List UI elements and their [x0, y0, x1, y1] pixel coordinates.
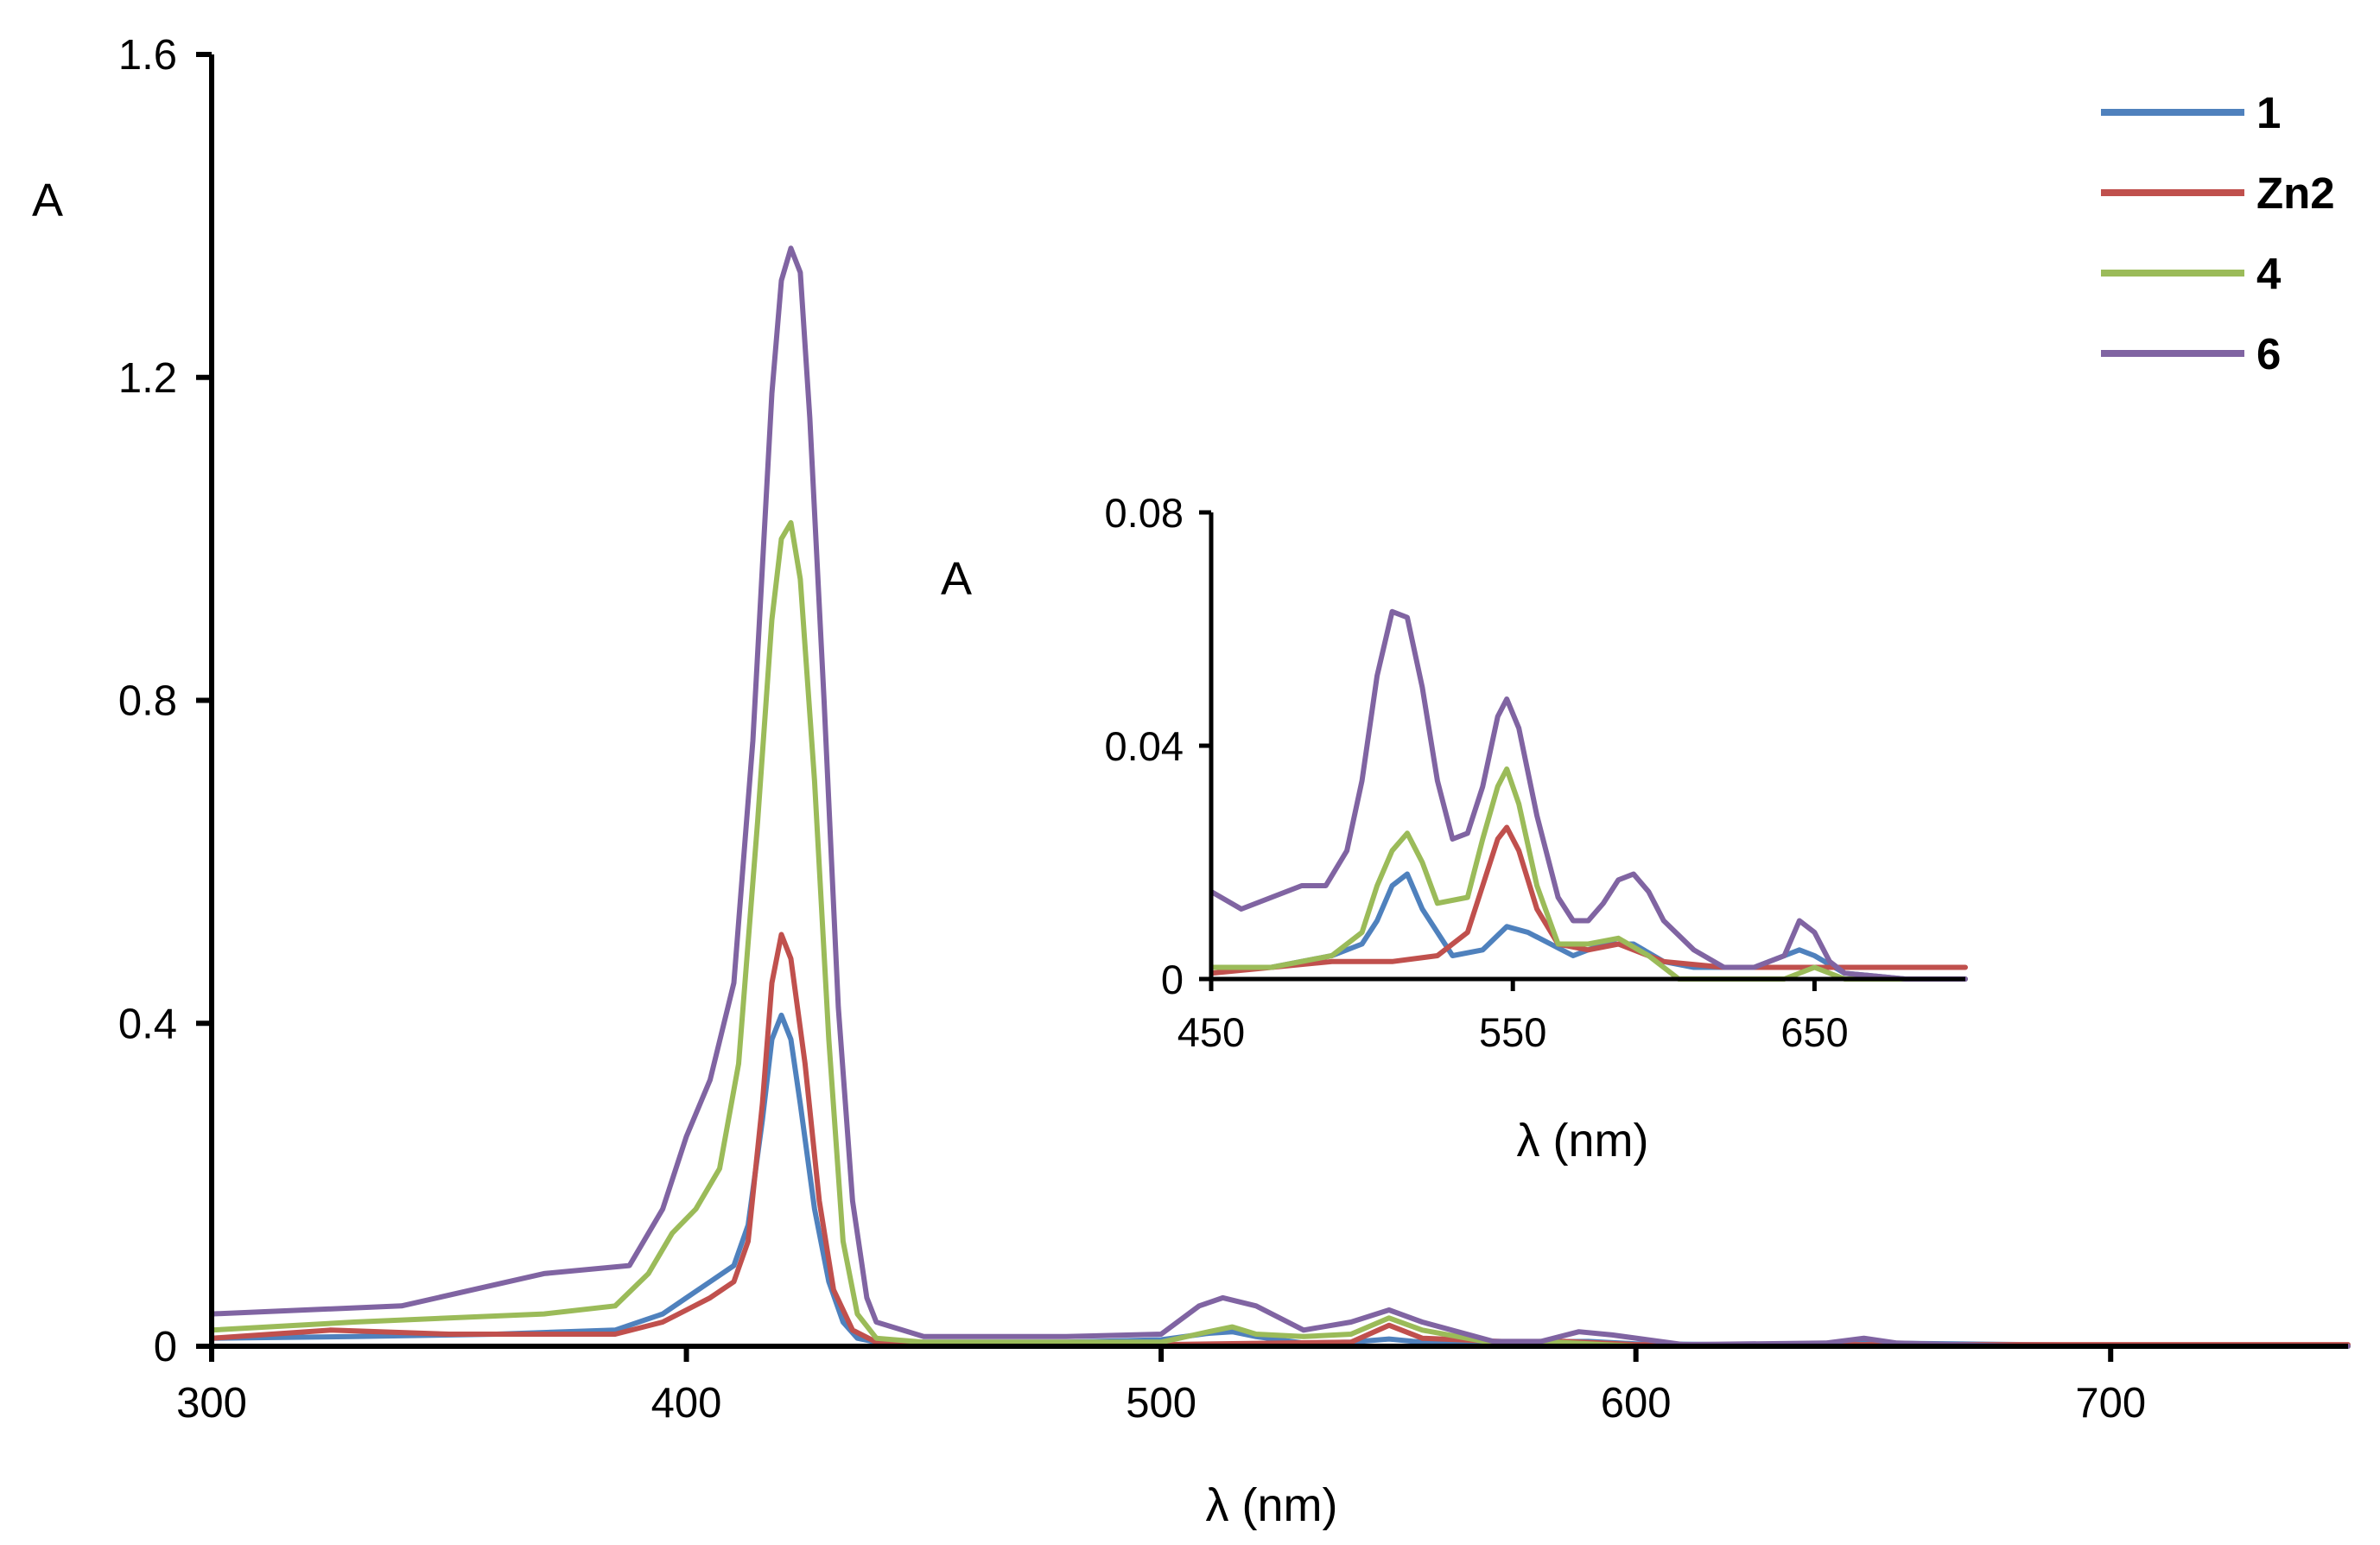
legend-item-1: 1 — [2101, 88, 2281, 137]
legend: 1 Zn2 4 6 — [2101, 88, 2335, 378]
inset-x-tick-label: 650 — [1780, 1009, 1848, 1055]
inset-series-line-1 — [1211, 871, 1968, 982]
main-y-tick-label: 1.6 — [118, 32, 177, 79]
main-series-line-Zn2 — [212, 931, 2351, 1348]
main-y-tick-label: 0.8 — [118, 678, 177, 725]
legend-label: 1 — [2256, 88, 2281, 137]
inset-y-tick-label: 0 — [1161, 957, 1184, 1002]
inset-y-axis-title: A — [941, 553, 972, 605]
main-x-tick-label: 500 — [1126, 1380, 1196, 1427]
legend-label: 4 — [2256, 249, 2282, 298]
inset-chart: 0 0.04 0.08 450 550 650 λ (nm) A — [941, 490, 1968, 1167]
main-y-tick-label: 0.4 — [118, 1001, 177, 1047]
legend-item-6: 6 — [2101, 329, 2281, 378]
legend-label: 6 — [2256, 329, 2281, 378]
inset-x-tick-label: 550 — [1479, 1009, 1546, 1055]
main-y-axis-title: A — [32, 175, 63, 226]
inset-y-tick-label: 0.04 — [1105, 723, 1184, 769]
legend-item-Zn2: Zn2 — [2101, 168, 2335, 218]
main-x-tick-label: 400 — [651, 1380, 722, 1427]
legend-item-4: 4 — [2101, 249, 2282, 298]
main-x-tick-label: 600 — [1601, 1380, 1672, 1427]
inset-x-tick-label: 450 — [1177, 1009, 1245, 1055]
main-series-line-4 — [212, 519, 2351, 1349]
inset-y-tick-label: 0.08 — [1105, 490, 1184, 536]
main-y-tick-label: 0 — [154, 1324, 177, 1370]
main-x-axis-title: λ (nm) — [1206, 1479, 1338, 1531]
main-x-tick-label: 300 — [176, 1380, 247, 1427]
main-series-line-1 — [212, 1012, 2351, 1349]
inset-series-line-6 — [1211, 608, 1968, 982]
main-chart: 0 0.4 0.8 1.2 1.6 300 400 500 600 700 λ (nm) A — [32, 32, 2351, 1531]
main-x-tick-label: 700 — [2075, 1380, 2146, 1427]
main-series-line-6 — [212, 245, 2351, 1349]
legend-label: Zn2 — [2256, 168, 2335, 218]
inset-series-line-Zn2 — [1211, 824, 1968, 976]
main-series-group — [212, 245, 2351, 1349]
inset-x-axis-title: λ (nm) — [1517, 1115, 1649, 1167]
main-y-tick-label: 1.2 — [118, 355, 177, 402]
inset-series-group — [1211, 608, 1968, 982]
